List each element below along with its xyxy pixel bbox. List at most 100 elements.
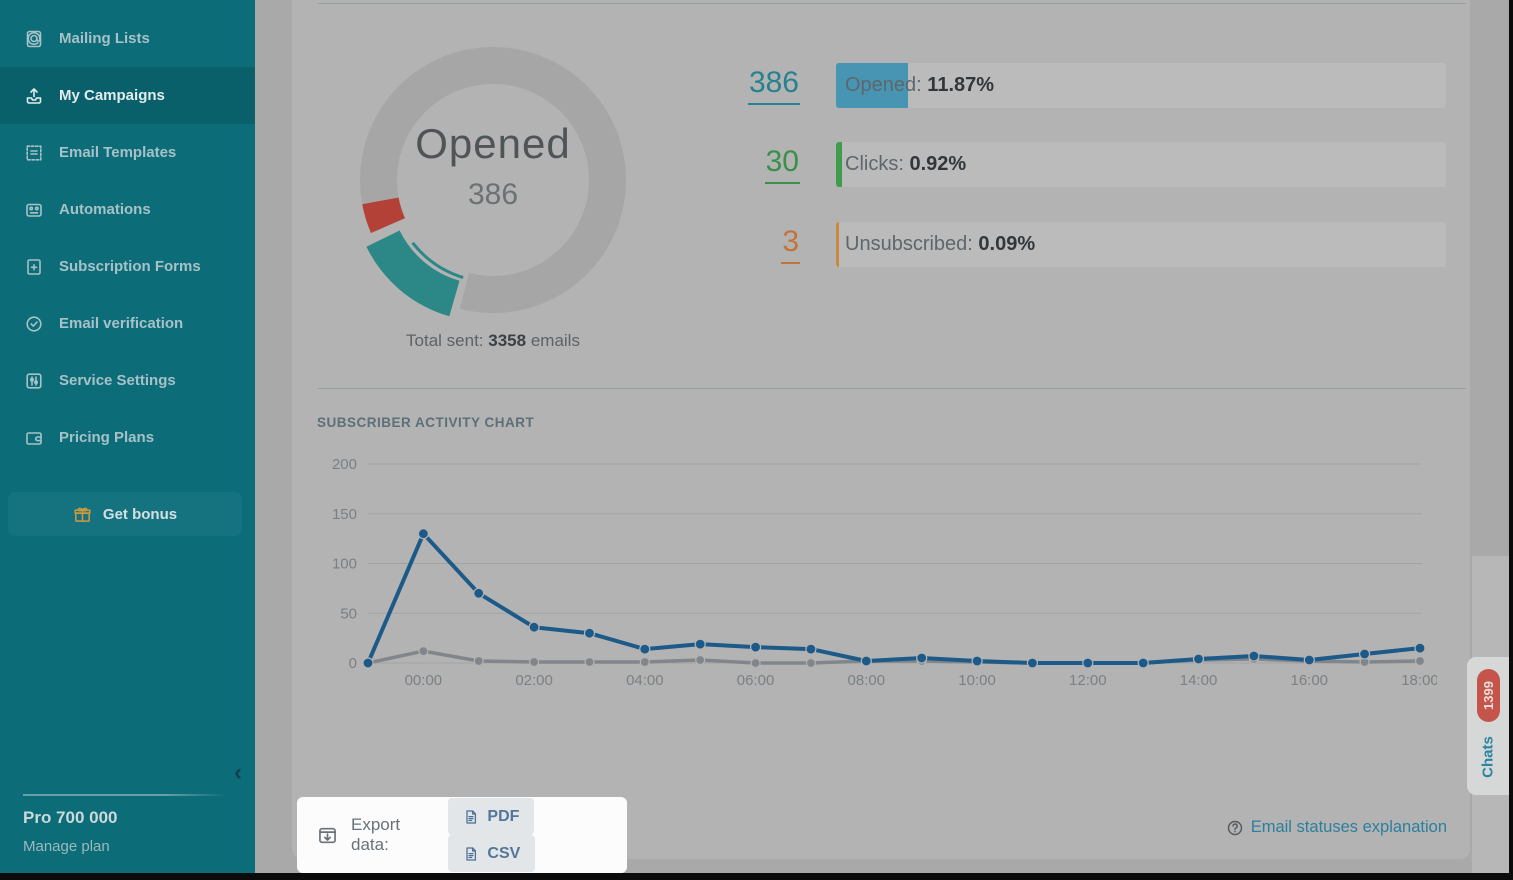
stat-progress-fill — [836, 222, 839, 267]
opens-line-point[interactable] — [473, 587, 485, 599]
stat-progress-fill — [836, 63, 909, 108]
svg-text:06:00: 06:00 — [737, 672, 775, 689]
stat-label: Clicks: 0.92% — [845, 153, 967, 175]
sidebar-item-label: Email Templates — [59, 144, 177, 161]
stat-count-link[interactable]: 30 — [712, 145, 800, 184]
stat-progress-bar: Opened: 11.87% — [836, 63, 1446, 108]
clicks-line-point[interactable] — [584, 656, 595, 668]
file-doc-icon — [463, 846, 479, 862]
email-statuses-explanation-link[interactable]: Email statuses explanation — [1226, 818, 1447, 837]
screen-edge-right — [1509, 0, 1513, 880]
plan-name: Pro 700 000 — [23, 808, 118, 827]
export-csv-button[interactable]: CSV — [448, 835, 536, 872]
sidebar-item-service-settings[interactable]: Service Settings — [0, 352, 255, 409]
activity-chart-title: SUBSCRIBER ACTIVITY CHART — [317, 415, 535, 430]
opens-line-point[interactable] — [805, 643, 817, 655]
sidebar-item-email-verification[interactable]: Email verification — [0, 295, 255, 352]
donut-center-value: 386 — [467, 178, 519, 211]
email-templates-icon — [24, 143, 44, 163]
get-bonus-label: Get bonus — [102, 505, 178, 523]
sidebar-item-label: Service Settings — [59, 372, 176, 389]
sidebar-item-pricing-plans[interactable]: Pricing Plans — [0, 409, 255, 466]
opens-line-point[interactable] — [1026, 657, 1039, 669]
opens-line-point[interactable] — [971, 655, 983, 667]
svg-text:16:00: 16:00 — [1290, 672, 1328, 689]
stat-count-link[interactable]: 386 — [712, 66, 800, 105]
sidebar-item-label: Pricing Plans — [59, 429, 155, 446]
service-settings-icon — [24, 371, 44, 391]
opens-line-point[interactable] — [583, 627, 596, 639]
opens-line-point[interactable] — [750, 641, 762, 653]
svg-text:14:00: 14:00 — [1180, 672, 1218, 689]
clicks-line-point[interactable] — [418, 646, 429, 657]
sidebar-item-mailing-lists[interactable]: Mailing Lists — [0, 10, 255, 67]
stat-count-link[interactable]: 3 — [712, 225, 800, 264]
opens-line-point[interactable] — [1358, 648, 1371, 660]
opens-line-point[interactable] — [417, 528, 430, 540]
stat-label: Opened: 11.87% — [845, 74, 995, 96]
sidebar-item-label: Automations — [59, 201, 151, 218]
screen-edge-bottom — [0, 873, 1513, 880]
svg-text:150: 150 — [332, 506, 357, 523]
opens-line — [366, 531, 1422, 665]
subscriber-activity-chart[interactable]: 0 50 100 150 200 00:00 02:00 04:00 06:00 08:00 10:… — [317, 444, 1439, 699]
sidebar-divider — [23, 794, 227, 796]
sidebar-collapse-chevron-icon[interactable]: ‹ — [234, 759, 242, 786]
opens-line-point[interactable] — [1192, 653, 1205, 665]
sidebar-item-label: Subscription Forms — [59, 258, 201, 275]
subscription-forms-icon — [24, 257, 44, 277]
opened-segment[interactable] — [366, 230, 460, 317]
stat-progress-bar: Unsubscribed: 0.09% — [836, 222, 1446, 267]
stat-progress-bar: Clicks: 0.92% — [836, 142, 1446, 187]
stat-row-unsubscribed: 3 Unsubscribed: 0.09% — [292, 222, 1470, 267]
opens-line-point[interactable] — [860, 655, 872, 667]
clicks-line-point[interactable] — [805, 657, 816, 669]
svg-text:0: 0 — [349, 655, 357, 672]
sidebar-item-automations[interactable]: Automations — [0, 181, 255, 238]
donut-center-label: Opened — [415, 120, 571, 167]
sidebar-item-subscription-forms[interactable]: Subscription Forms — [0, 238, 255, 295]
export-data-spotlight: Export data: PDF CSV — [297, 797, 627, 873]
opens-line-point[interactable] — [694, 638, 706, 650]
svg-text:10:00: 10:00 — [958, 672, 996, 689]
opened-donut-chart[interactable] — [353, 38, 633, 322]
svg-text:100: 100 — [332, 556, 357, 573]
clicks-line-point[interactable] — [750, 657, 761, 669]
opens-line-point[interactable] — [1137, 657, 1149, 669]
top-divider — [318, 3, 1466, 4]
clicks-line-point[interactable] — [695, 654, 706, 666]
opens-line-point[interactable] — [1082, 657, 1094, 669]
gift-icon — [73, 505, 92, 524]
opens-line-point[interactable] — [916, 652, 928, 664]
export-download-icon — [317, 825, 338, 846]
opens-line-point[interactable] — [1248, 650, 1260, 662]
opens-line-point[interactable] — [1414, 642, 1426, 654]
clicks-line-point[interactable] — [473, 655, 484, 667]
svg-text:00:00: 00:00 — [405, 672, 443, 689]
opens-line-point[interactable] — [1303, 654, 1315, 666]
sidebar-menu: Mailing Lists My Campaigns Email Templates… — [0, 10, 255, 466]
sidebar-item-label: Email verification — [59, 315, 184, 332]
secondary-segment[interactable] — [362, 197, 405, 234]
manage-plan-link[interactable]: Manage plan — [23, 838, 110, 855]
sidebar-item-my-campaigns[interactable]: My Campaigns — [0, 67, 255, 124]
clicks-line-point[interactable] — [529, 656, 540, 668]
email-verification-icon — [24, 314, 44, 334]
export-pdf-button[interactable]: PDF — [448, 798, 535, 835]
sidebar-item-email-templates[interactable]: Email Templates — [0, 124, 255, 181]
opens-line-point[interactable] — [528, 621, 540, 633]
svg-text:200: 200 — [332, 456, 357, 473]
pricing-plans-icon — [24, 428, 44, 448]
clicks-line-point[interactable] — [639, 656, 650, 668]
file-doc-icon — [463, 809, 479, 825]
export-button-label: PDF — [487, 807, 520, 825]
clicks-line-point[interactable] — [1414, 655, 1426, 667]
get-bonus-button[interactable]: Get bonus — [8, 492, 242, 536]
opens-line-point[interactable] — [639, 643, 651, 655]
stat-progress-fill — [836, 142, 842, 187]
sidebar-item-label: Mailing Lists — [59, 30, 150, 47]
automations-icon — [24, 200, 44, 220]
opens-line-point[interactable] — [362, 657, 374, 669]
export-data-label: Export data: — [351, 815, 401, 854]
